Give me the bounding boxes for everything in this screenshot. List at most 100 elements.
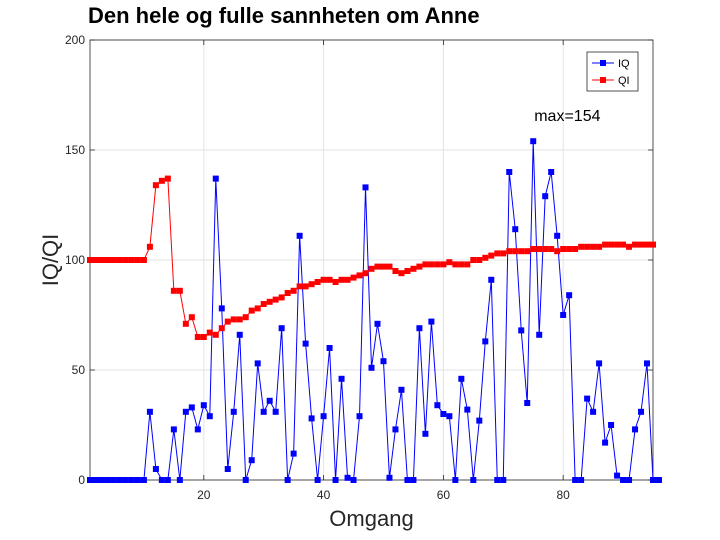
data-point-qi [380, 263, 387, 270]
data-point-iq [368, 364, 375, 371]
data-point-qi [320, 276, 327, 283]
data-point-iq [152, 466, 159, 472]
data-point-iq [266, 397, 273, 404]
y-axis-label: IQ/QI [38, 234, 63, 287]
data-point-iq [176, 477, 183, 483]
data-point-qi [170, 287, 177, 294]
data-point-iq [560, 312, 567, 318]
series-line-iq [90, 141, 659, 481]
data-point-qi [374, 263, 381, 270]
data-point-iq [602, 439, 609, 446]
data-point-iq [182, 408, 189, 415]
data-point-iq [572, 477, 579, 483]
legend-box [586, 51, 639, 92]
data-point-qi [626, 243, 633, 250]
data-point-qi [404, 268, 411, 274]
data-point-qi [566, 246, 573, 252]
data-point-iq [386, 474, 393, 481]
data-point-iq [584, 395, 591, 402]
data-point-qi [314, 279, 321, 285]
data-point-qi [284, 290, 291, 296]
data-point-iq [128, 477, 135, 483]
data-point-qi [530, 246, 537, 252]
data-point-iq [554, 232, 561, 239]
data-point-qi [338, 276, 345, 283]
data-point-qi [494, 250, 501, 257]
data-point-iq [632, 426, 639, 433]
data-point-qi [398, 270, 405, 277]
data-point-qi [488, 252, 495, 259]
data-point-iq [494, 477, 501, 483]
axes: 20 40 60 80 0 50 100 150 200 [65, 33, 654, 502]
data-point-iq [440, 411, 447, 417]
data-point-iq [206, 413, 213, 420]
data-point-iq [398, 386, 405, 393]
chart-title: Den hele og fulle sannheten om Anne [88, 3, 480, 28]
data-point-qi [236, 316, 243, 323]
data-point-iq [140, 477, 147, 483]
data-point-iq [218, 305, 225, 312]
data-point-qi [428, 261, 435, 268]
data-point-qi [326, 276, 333, 283]
data-point-qi [242, 314, 249, 321]
data-point-qi [440, 261, 447, 268]
data-point-iq [458, 375, 465, 382]
data-point-qi [272, 296, 279, 303]
data-point-iq [350, 477, 357, 483]
data-point-qi [158, 177, 165, 184]
data-point-iq [230, 408, 237, 415]
data-point-qi [632, 241, 639, 248]
data-point-iq [428, 318, 435, 325]
data-point-qi [410, 265, 417, 272]
data-point-qi [344, 276, 351, 283]
data-point-qi [296, 283, 303, 290]
data-point-iq [110, 477, 117, 483]
data-point-iq [302, 340, 309, 347]
data-point-iq [626, 477, 633, 483]
data-point-iq [332, 477, 339, 483]
data-point-iq [536, 331, 543, 338]
data-point-iq [374, 320, 381, 327]
data-point-iq [194, 426, 201, 433]
data-point-iq [87, 477, 93, 483]
data-point-qi [182, 320, 189, 327]
data-point-qi [146, 243, 153, 250]
data-point-qi [212, 331, 219, 338]
data-point-qi [590, 243, 597, 250]
data-point-iq [284, 477, 291, 483]
data-point-qi [368, 265, 375, 272]
data-point-qi [152, 182, 159, 189]
data-point-qi [128, 257, 135, 263]
data-point-qi [176, 287, 183, 294]
data-point-qi [596, 243, 603, 250]
data-point-qi [386, 263, 393, 270]
data-point-qi [608, 241, 615, 248]
data-point-qi [134, 257, 141, 263]
x-tick-label: 40 [317, 488, 331, 502]
data-point-iq [242, 477, 249, 483]
data-point-iq [254, 360, 261, 367]
data-point-iq [116, 477, 123, 483]
data-point-qi [188, 314, 195, 321]
series-layer [87, 138, 662, 483]
data-point-iq [296, 232, 303, 239]
legend-marker [600, 77, 606, 83]
data-point-iq [290, 450, 297, 457]
data-point-qi [98, 257, 105, 263]
data-point-qi [206, 329, 213, 336]
data-point-qi [644, 241, 651, 248]
data-point-iq [590, 408, 597, 415]
data-point-qi [87, 257, 93, 263]
data-point-qi [248, 307, 255, 314]
data-point-iq [278, 325, 285, 332]
x-tick-label: 20 [197, 488, 211, 502]
data-point-iq [326, 345, 333, 351]
data-point-qi [350, 274, 357, 281]
data-point-qi [434, 261, 441, 268]
data-point-qi [512, 248, 519, 255]
data-point-iq [224, 466, 231, 472]
data-point-qi [542, 246, 549, 252]
y-tick-label: 100 [65, 253, 85, 267]
data-point-iq [338, 375, 345, 382]
data-point-iq [542, 193, 549, 200]
